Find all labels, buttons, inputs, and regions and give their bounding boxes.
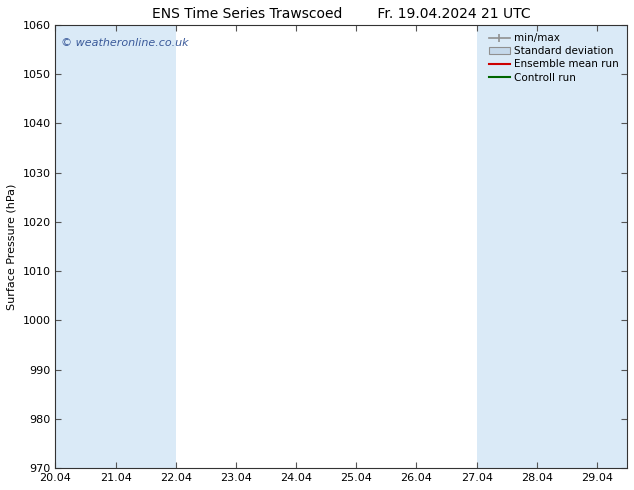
Title: ENS Time Series Trawscoed        Fr. 19.04.2024 21 UTC: ENS Time Series Trawscoed Fr. 19.04.2024… <box>152 7 531 21</box>
Bar <box>56 25 115 468</box>
Text: © weatheronline.co.uk: © weatheronline.co.uk <box>61 38 189 48</box>
Bar <box>597 25 627 468</box>
Bar <box>477 25 537 468</box>
Legend: min/max, Standard deviation, Ensemble mean run, Controll run: min/max, Standard deviation, Ensemble me… <box>486 30 622 86</box>
Y-axis label: Surface Pressure (hPa): Surface Pressure (hPa) <box>7 183 17 310</box>
Bar <box>115 25 176 468</box>
Bar <box>537 25 597 468</box>
